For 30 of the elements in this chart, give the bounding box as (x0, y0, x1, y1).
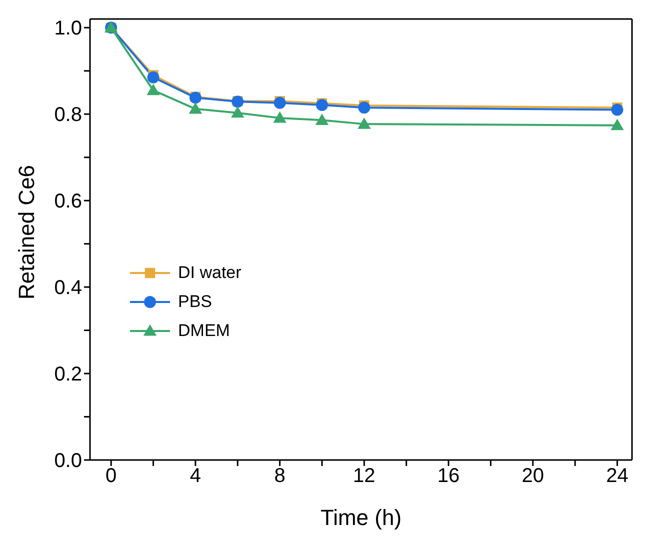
y-tick-label: 0.0 (54, 450, 82, 472)
legend-label: DI water (178, 262, 242, 282)
point (274, 96, 286, 109)
x-axis-title: Time (h) (320, 505, 402, 530)
legend-label: DMEM (178, 320, 230, 340)
point (358, 102, 370, 114)
point (611, 104, 624, 116)
y-tick-label: 1.0 (54, 18, 82, 40)
point (188, 102, 202, 114)
legend-label: PBS (178, 292, 212, 312)
x-tick-label: 16 (437, 465, 460, 488)
point (146, 84, 160, 96)
point (610, 118, 624, 130)
x-tick-label: 24 (606, 465, 628, 488)
point (147, 71, 160, 84)
point (316, 99, 328, 112)
y-tick-label: 0.4 (54, 277, 82, 300)
y-tick-label: 0.8 (54, 104, 82, 126)
x-tick-label: 4 (190, 465, 202, 488)
x-tick-label: 8 (274, 465, 286, 488)
x-tick-label: 12 (353, 465, 376, 488)
y-axis-title: Retained Ce6 (14, 164, 39, 300)
y-tick-label: 0.2 (54, 364, 82, 386)
x-tick-label: 0 (106, 465, 117, 488)
point (273, 111, 286, 123)
point (231, 106, 244, 118)
y-tick-label: 0.6 (54, 190, 82, 213)
x-tick-label: 20 (522, 465, 544, 488)
point (315, 114, 329, 125)
point (358, 117, 371, 129)
